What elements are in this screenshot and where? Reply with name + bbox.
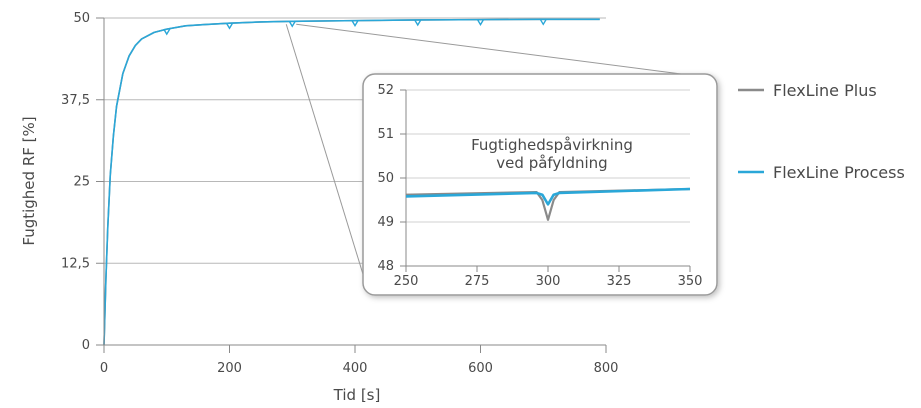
main-series-group — [103, 18, 600, 346]
y-tick-label: 0 — [82, 338, 90, 353]
legend: FlexLine Plus FlexLine Process — [738, 81, 905, 182]
inset-x-tick-label: 300 — [536, 274, 561, 289]
inset-x-tick-label: 250 — [394, 274, 419, 289]
series-line-flexline-process — [103, 18, 600, 346]
inset-zoom-panel: 48 49 50 51 52 250 275 300 325 350 Fugtighedspåvi… — [362, 73, 718, 296]
y-axis-label: Fugtighed RF [%] — [20, 116, 38, 245]
x-axis-label: Tid [s] — [333, 386, 381, 404]
x-tick-label: 600 — [468, 361, 493, 376]
inset-y-tick-label: 48 — [377, 259, 394, 274]
y-tick-label: 25 — [73, 175, 90, 190]
y-tick-label: 37,5 — [61, 93, 90, 108]
inset-annotation-line-2: ved påfyldning — [496, 154, 607, 172]
y-tick-label: 12,5 — [61, 256, 90, 271]
inset-y-tick-label: 50 — [377, 171, 394, 186]
legend-label: FlexLine Plus — [773, 81, 877, 100]
inset-x-tick-label: 275 — [465, 274, 490, 289]
fill-event-dip — [351, 20, 359, 27]
fill-event-dip — [225, 22, 234, 30]
callout-line-upper — [296, 23, 713, 79]
inset-series-group — [405, 187, 691, 221]
inset-y-tick-label: 52 — [377, 83, 394, 98]
y-tick-label: 50 — [73, 11, 90, 26]
legend-label: FlexLine Process — [773, 163, 905, 182]
inset-annotation-line-1: Fugtighedspåvirkning — [471, 136, 633, 154]
inset-x-tick-label: 325 — [607, 274, 632, 289]
inset-frame — [362, 73, 718, 296]
x-tick-label: 800 — [594, 361, 619, 376]
inset-y-tick-label: 49 — [377, 215, 394, 230]
inset-y-tick-label: 51 — [377, 127, 394, 142]
x-tick-label: 0 — [100, 361, 108, 376]
fill-event-dip — [288, 20, 296, 28]
fill-event-dip — [414, 19, 422, 27]
main-axes: 0 12,5 25 37,5 50 0 200 400 600 800 — [61, 11, 618, 376]
x-tick-label: 200 — [217, 361, 242, 376]
fill-event-dip — [163, 28, 171, 36]
inset-axes: 48 49 50 51 52 250 275 300 325 350 — [377, 83, 702, 289]
callout-line-lower — [285, 24, 367, 285]
fill-event-dip — [539, 18, 547, 26]
fill-event-dip — [476, 19, 485, 26]
x-tick-label: 400 — [343, 361, 368, 376]
zoom-callout-lines — [285, 23, 713, 285]
inset-series-line-flexline-process — [405, 187, 691, 206]
inset-x-tick-label: 350 — [678, 274, 703, 289]
